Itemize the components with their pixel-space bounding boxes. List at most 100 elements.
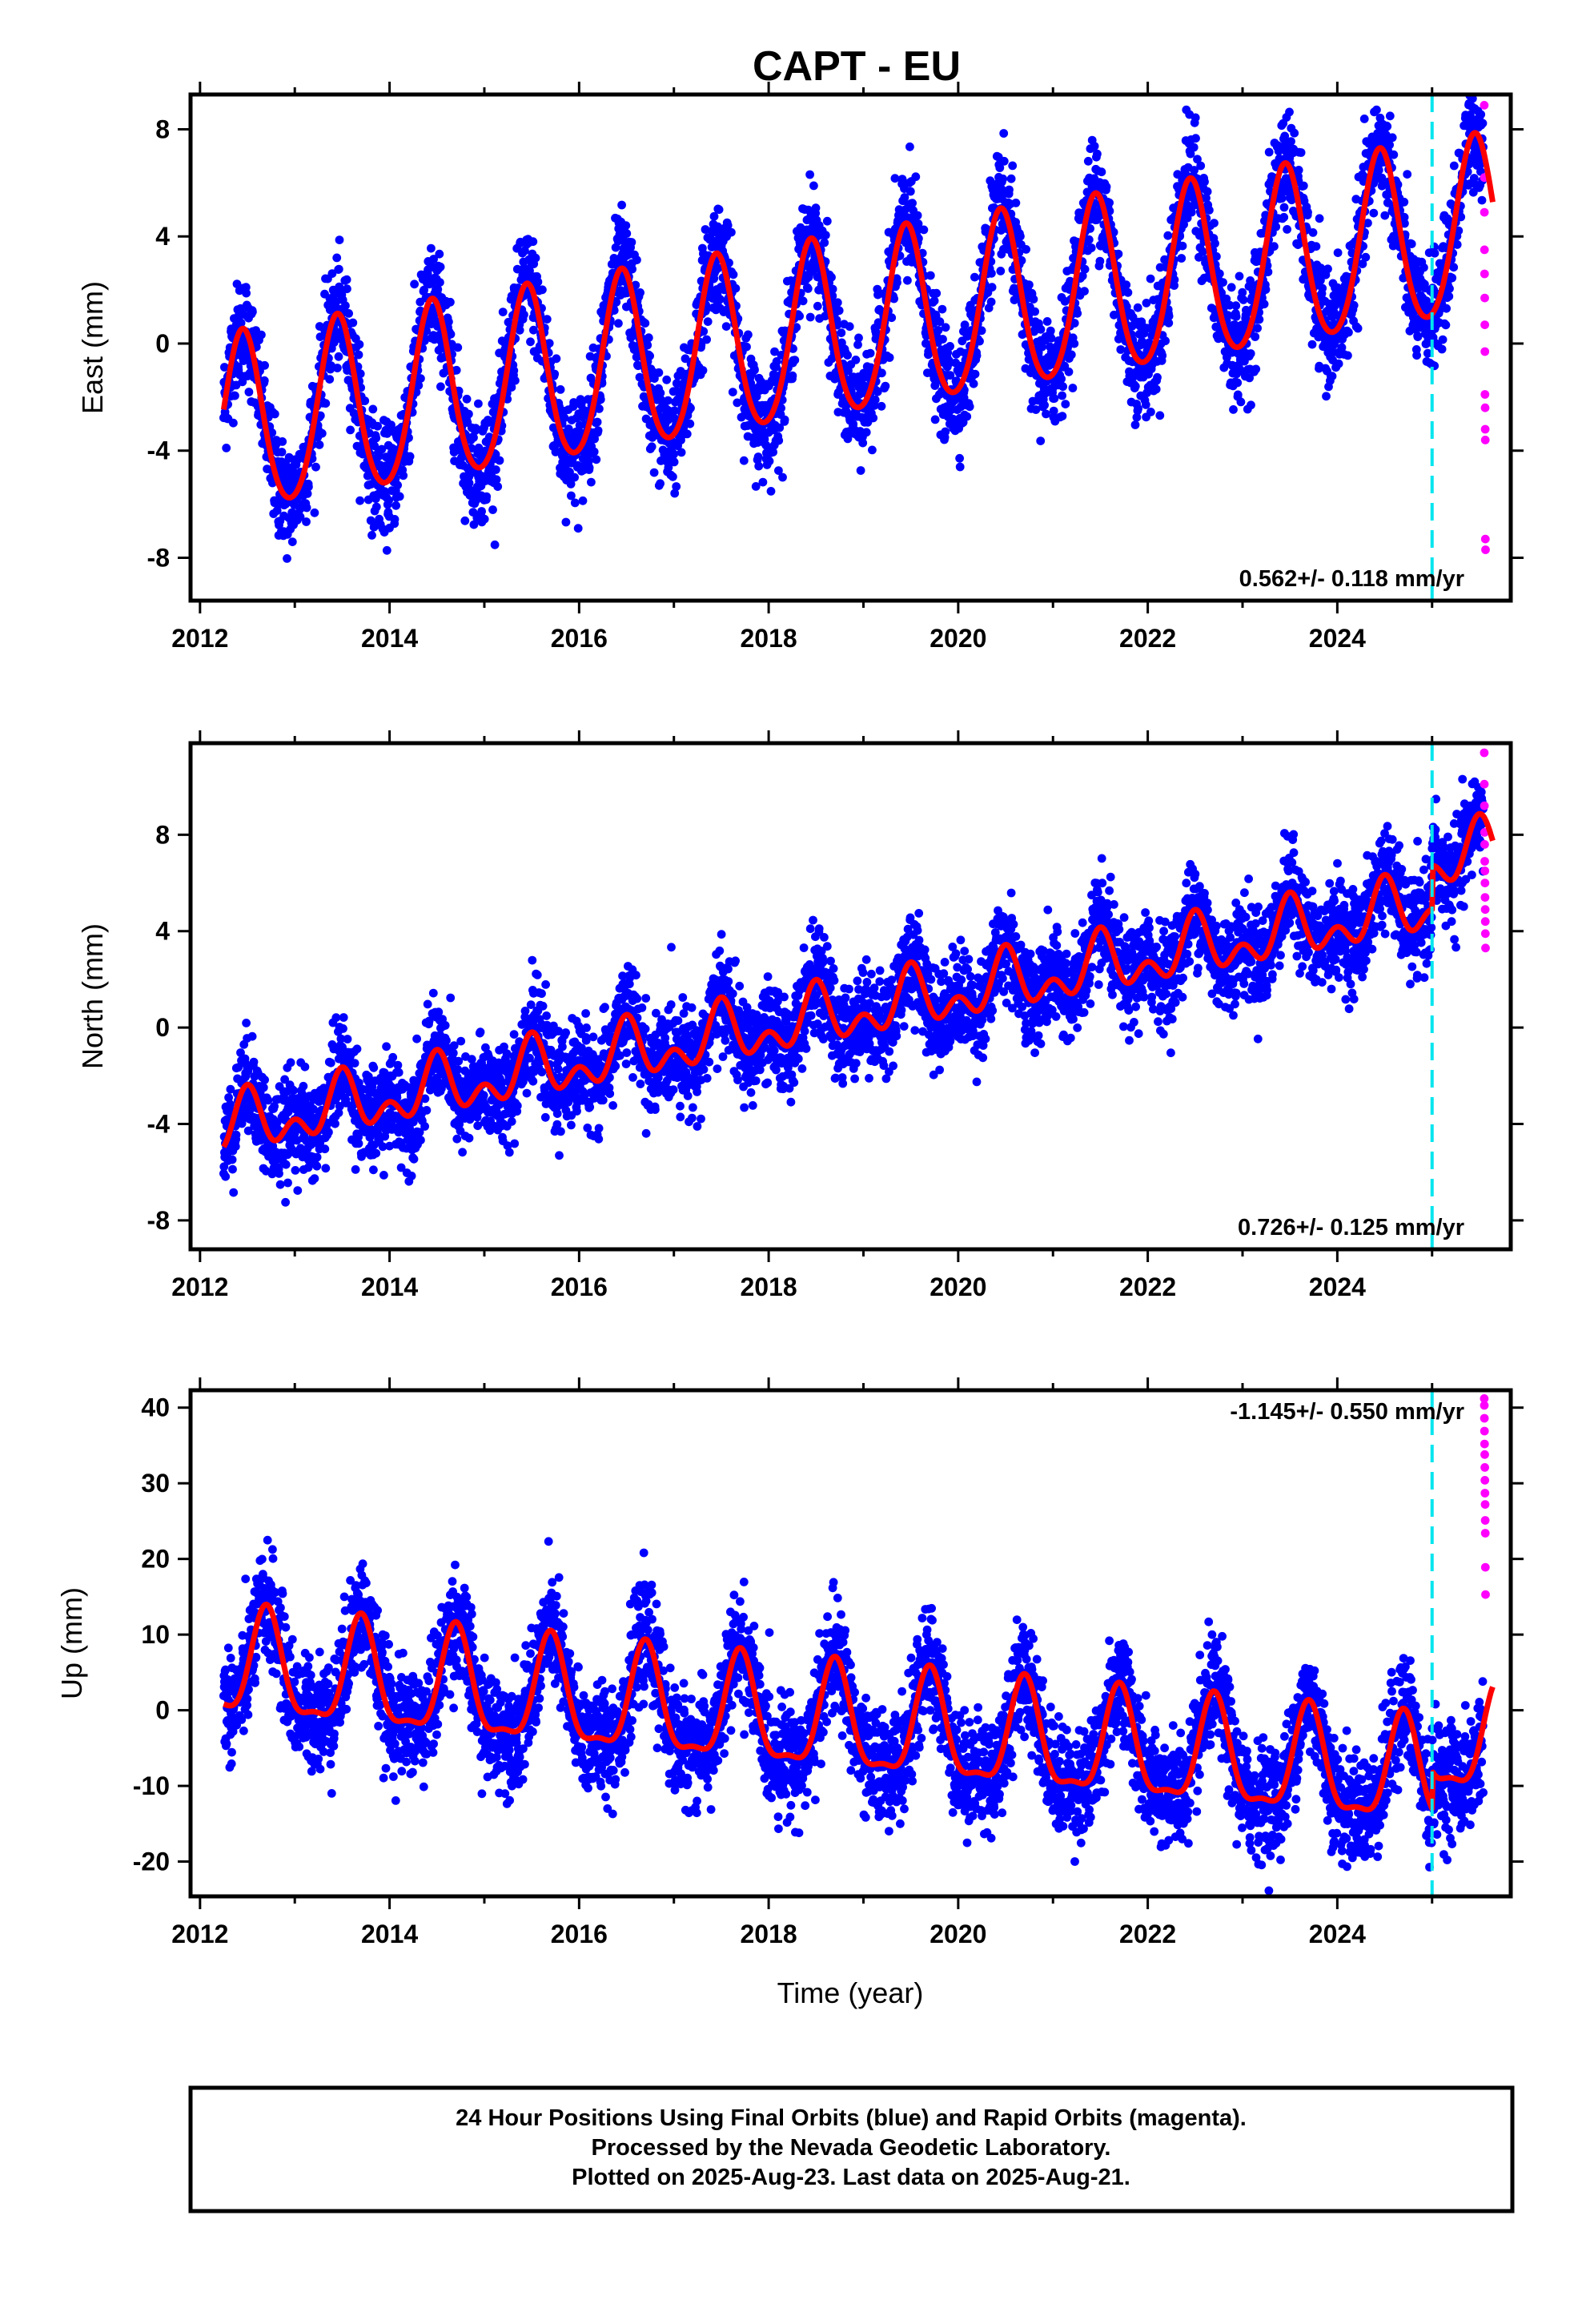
east-final-point [1476,110,1486,119]
east-final-point [834,306,844,316]
east-final-point [1383,122,1392,131]
east-final-point [493,482,503,491]
east-final-point [986,297,996,307]
east-final-point [222,444,231,452]
east-final-point [1042,317,1052,326]
east-final-point [803,284,813,293]
east-final-point [1025,280,1034,289]
east-final-point [919,225,929,235]
east-final-point [960,320,970,330]
east-final-point [744,330,753,340]
east-final-point [1050,394,1059,403]
east-final-point [231,391,239,400]
east-final-point [622,229,632,238]
east-final-point [754,461,764,471]
east-final-point [1444,292,1454,301]
east-final-point [1073,308,1082,318]
east-final-point [302,503,311,513]
east-x-tick-label: 2012 [171,624,228,653]
east-final-point [1163,231,1173,240]
east-final-point [821,231,830,239]
east-final-point [596,395,605,404]
east-final-point [1130,420,1140,429]
east-final-point [1445,284,1454,293]
east-final-point [1233,378,1243,388]
east-final-point [416,374,425,383]
east-final-point [1066,350,1076,360]
east-final-point [1068,384,1078,392]
east-final-point [663,396,673,405]
east-final-point [946,371,955,380]
east-final-point [837,328,846,337]
east-final-point [727,227,736,237]
east-final-point [713,263,723,273]
east-final-point [1058,391,1066,400]
east-final-point [1318,283,1327,293]
east-final-point [570,472,579,482]
east-final-point [1449,263,1459,272]
north-final-point [229,1188,239,1197]
east-final-point [640,319,650,328]
east-final-point [716,295,725,304]
east-final-point [1385,111,1395,121]
east-final-point [798,296,808,306]
east-x-tick-label: 2016 [551,624,608,653]
east-final-point [355,369,365,379]
east-final-point [1308,228,1318,237]
east-final-point [1296,148,1306,157]
east-final-point [1203,187,1212,196]
east-final-point [1287,137,1295,147]
east-final-point [970,369,980,379]
east-final-point [1008,161,1018,171]
east-final-point [977,326,986,336]
east-final-point [1279,212,1289,222]
east-final-point [709,211,719,221]
east-final-point [905,187,915,196]
east-x-tick-label: 2018 [741,624,797,653]
east-final-point [769,448,777,456]
east-rapid-point [1480,207,1489,217]
east-final-point [890,174,900,183]
east-final-point [611,243,620,252]
east-final-point [1449,161,1459,171]
east-final-point [965,402,974,412]
east-final-point [635,372,644,382]
east-final-point [962,412,972,421]
east-final-point [739,456,749,465]
east-final-point [1294,166,1303,175]
east-final-point [1200,177,1209,187]
east-final-point [752,392,761,401]
east-final-point [1061,400,1070,408]
east-data-layer [219,94,1496,563]
east-final-point [1279,203,1289,212]
east-final-point [427,243,436,253]
east-final-point [672,482,681,491]
east-final-point [1097,167,1106,177]
east-final-point [1191,134,1200,143]
east-final-point [670,489,680,498]
east-final-point [498,308,508,316]
east-final-point [1333,248,1343,257]
east-final-point [564,424,573,433]
east-final-point [1080,287,1089,296]
east-final-point [845,322,854,332]
east-final-point [1070,339,1079,348]
east-final-point [851,356,861,364]
east-rapid-point [1480,534,1490,544]
east-final-point [854,333,863,343]
east-final-point [645,352,654,360]
east-final-point [573,524,583,533]
east-final-point [905,142,914,151]
east-final-point [552,354,561,364]
east-final-point [528,237,538,247]
east-final-point [317,428,327,438]
east-final-point [1030,307,1039,316]
east-final-point [1438,335,1447,344]
east-final-point [259,376,269,385]
east-final-point [685,419,695,428]
east-final-point [1177,254,1186,263]
east-final-point [699,327,709,336]
east-rapid-point [1481,545,1490,554]
east-final-point [1011,199,1021,207]
east-final-point [334,264,343,274]
